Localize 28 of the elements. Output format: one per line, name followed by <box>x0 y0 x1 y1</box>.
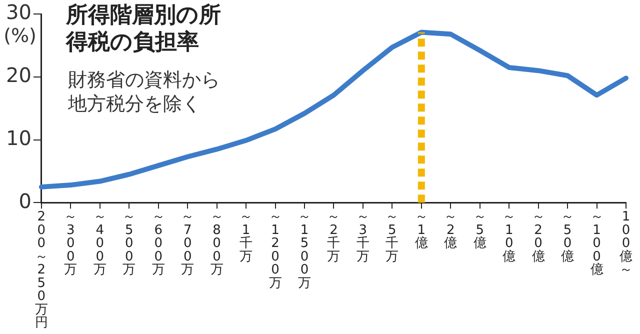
y-axis-title: (%) <box>4 25 36 47</box>
y-tick-label: 0 <box>18 188 32 213</box>
x-tick-label: ～3千万 <box>356 210 370 264</box>
x-tick-label: ～500万 <box>122 210 136 278</box>
x-tick-label: ～1500万 <box>298 210 311 291</box>
x-tick-label: ～50億 <box>561 210 574 264</box>
x-tick-label: ～5千万 <box>386 210 399 264</box>
x-tick-label: ～2千万 <box>327 210 340 264</box>
chart-title: 所得階層別の所得税の負担率 <box>66 2 222 56</box>
x-tick-label: ～1200万 <box>268 210 282 291</box>
x-tick-label: ～2億 <box>444 210 458 252</box>
x-tick-label: ～5億 <box>473 210 486 252</box>
x-tick-label: ～400万 <box>93 210 106 278</box>
x-tick-label: ～600万 <box>152 210 165 278</box>
y-tick-label: 10 <box>6 126 32 150</box>
x-tick-label: ～1億 <box>414 210 428 252</box>
category-label: 200～250万円 <box>34 210 48 331</box>
y-tick-label: 20 <box>6 63 32 88</box>
x-tick-label: ～20億 <box>532 210 545 264</box>
x-tick-label: ～10億 <box>502 210 516 264</box>
x-tick-label: 100億～ <box>620 210 632 278</box>
x-tick-label: ～100億 <box>590 210 604 278</box>
y-tick-label: 30 <box>6 0 32 24</box>
x-tick-label: ～300万 <box>64 210 78 278</box>
x-tick-label: ～700万 <box>181 210 194 278</box>
annotation: 財務省の資料から地方税分を除く <box>68 68 228 116</box>
x-tick-label: ～1千万 <box>240 210 253 264</box>
x-tick-label: ～800万 <box>210 210 224 278</box>
